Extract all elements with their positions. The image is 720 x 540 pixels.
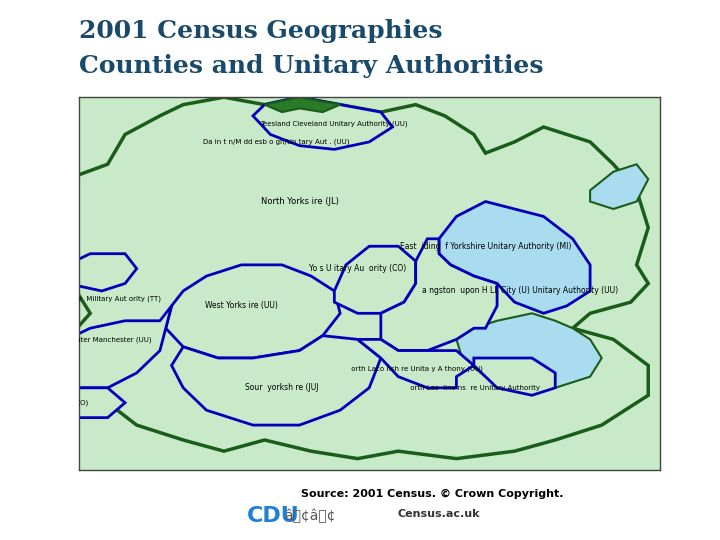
Text: orth Las  linc ns  re Unitary Authority: orth Las linc ns re Unitary Authority	[408, 385, 540, 391]
Polygon shape	[67, 306, 171, 388]
Polygon shape	[590, 164, 648, 209]
Text: Unitary Authority (CO): Unitary Authority (CO)	[10, 400, 89, 406]
Text: Census.ac.uk: Census.ac.uk	[17, 289, 35, 413]
Text: ancash re (JJI: ancash re (JJI	[24, 242, 74, 251]
Polygon shape	[358, 339, 474, 388]
Text: orth Laco nsh re Unita y A thony (UU): orth Laco nsh re Unita y A thony (UU)	[348, 366, 482, 373]
Text: â¢â¢: â¢â¢	[284, 509, 336, 523]
Polygon shape	[171, 336, 381, 425]
Polygon shape	[67, 97, 648, 458]
Text: RESEARCH: RESEARCH	[658, 517, 685, 522]
Text: h Da  er  Military Aut ority (TT): h Da er Military Aut ority (TT)	[54, 295, 161, 302]
Text: 2001 Census Geographies: 2001 Census Geographies	[78, 19, 442, 43]
Text: Authority (TT): Authority (TT)	[25, 418, 74, 424]
Text: Source: 2001 Census. © Crown Copyright.: Source: 2001 Census. © Crown Copyright.	[301, 489, 563, 499]
Polygon shape	[253, 97, 392, 150]
Polygon shape	[439, 201, 590, 313]
Text: Greater Manchester (UU): Greater Manchester (UU)	[64, 336, 151, 343]
Polygon shape	[67, 254, 137, 291]
Text: ECONOMIC: ECONOMIC	[658, 507, 685, 512]
Text: Counties and Unitary Authorities: Counties and Unitary Authorities	[78, 54, 543, 78]
Polygon shape	[456, 313, 602, 388]
Text: & SOCIAL: & SOCIAL	[660, 512, 683, 517]
Polygon shape	[67, 388, 125, 417]
Text: North Yorks ire (JL): North Yorks ire (JL)	[261, 197, 338, 206]
Polygon shape	[166, 265, 340, 358]
Text: COUNCIL: COUNCIL	[660, 523, 683, 528]
Text: Teesland Cleveland Unitary Authority (UU): Teesland Cleveland Unitary Authority (UU…	[261, 120, 408, 126]
Text: East  iding  f Yorkshire Unitary Authority (MI): East iding f Yorkshire Unitary Authority…	[400, 242, 571, 251]
Polygon shape	[381, 239, 497, 350]
Polygon shape	[474, 358, 555, 395]
Text: CDU: CDU	[247, 505, 300, 526]
Polygon shape	[334, 246, 415, 313]
Text: E·S·R·C: E·S·R·C	[656, 497, 687, 506]
Text: Sour  yorksh re (JUJ: Sour yorksh re (JUJ	[246, 383, 319, 393]
Text: West Yorks ire (UU): West Yorks ire (UU)	[205, 301, 278, 310]
Text: Yo s U itary Au  ority (CO): Yo s U itary Au ority (CO)	[309, 264, 406, 273]
Polygon shape	[264, 97, 340, 112]
Text: Census.ac.uk: Census.ac.uk	[398, 509, 480, 519]
Text: a ngston  upon H LL City (U) Unitary Authority (UU): a ngston upon H LL City (U) Unitary Auth…	[423, 286, 618, 295]
Text: Da in t n/M dd esb o gh/Un tary Aut . (UU): Da in t n/M dd esb o gh/Un tary Aut . (U…	[203, 139, 349, 145]
